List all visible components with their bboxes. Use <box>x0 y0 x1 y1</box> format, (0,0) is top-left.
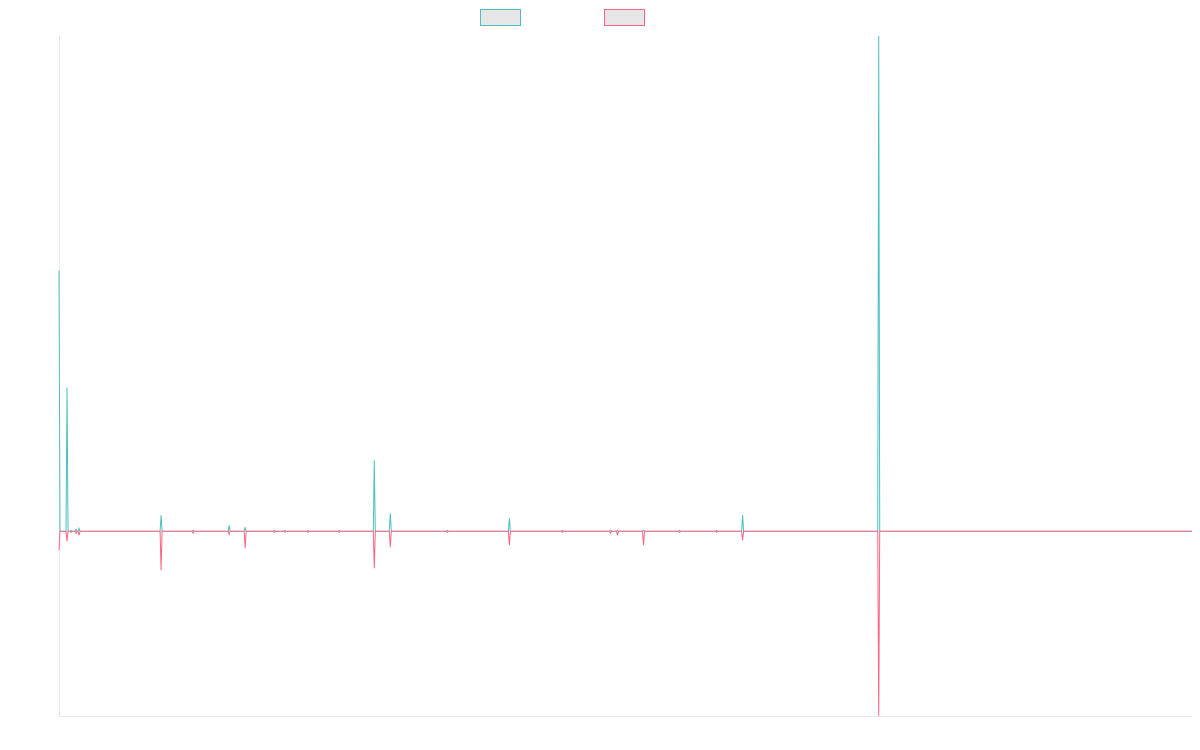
series-layer <box>58 35 1192 717</box>
legend <box>480 9 645 26</box>
axes <box>59 36 1192 717</box>
legend-swatch-1[interactable] <box>480 9 521 26</box>
legend-swatch-2[interactable] <box>604 9 645 26</box>
series-line-2 <box>58 530 1192 717</box>
series-line-1 <box>58 35 1192 532</box>
